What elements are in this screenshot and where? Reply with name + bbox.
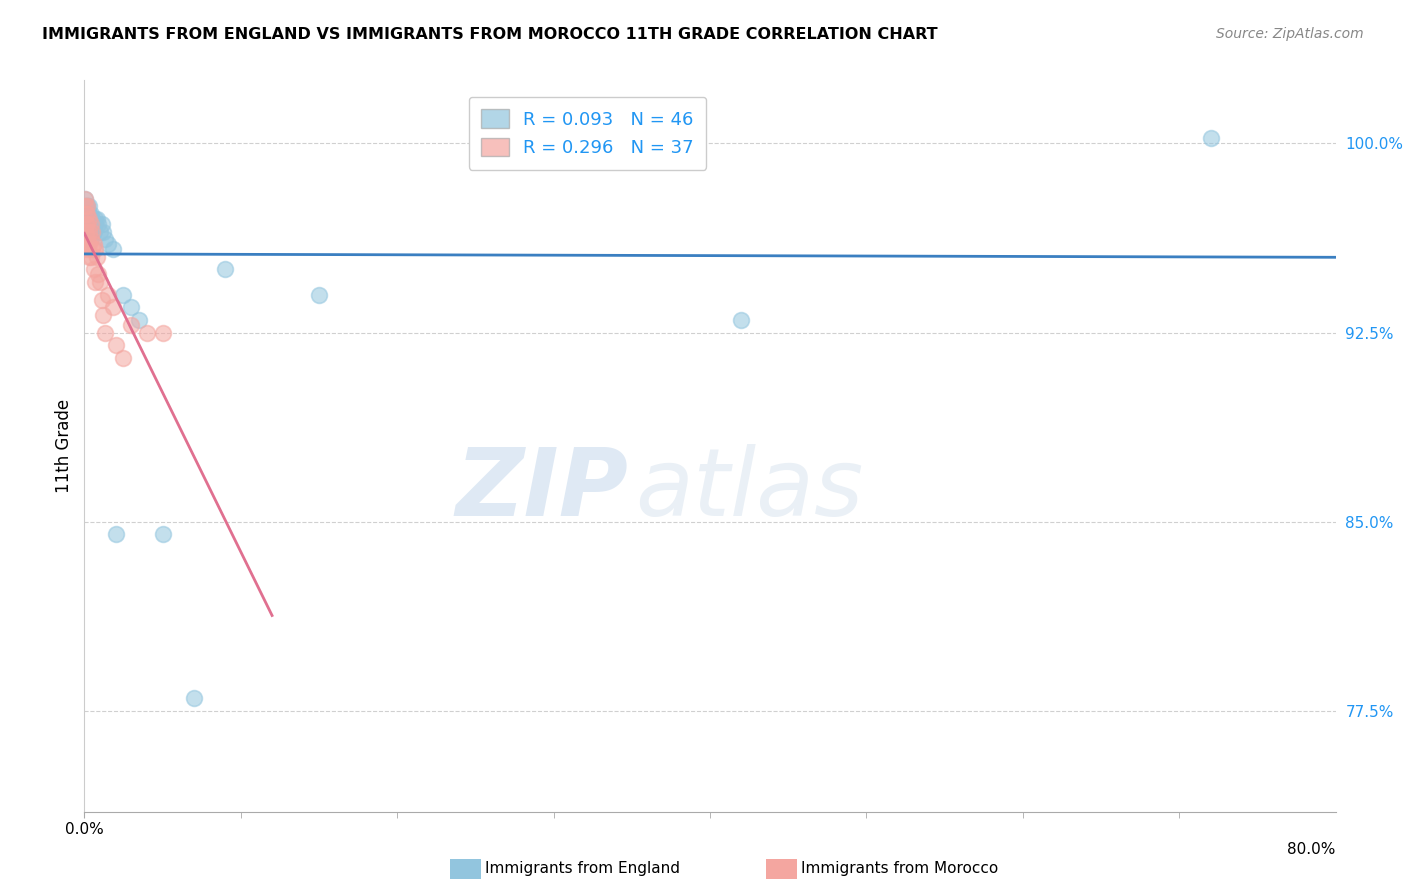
- Point: [128, 313, 150, 327]
- Point: [136, 326, 159, 340]
- Point: [87, 268, 110, 282]
- Point: [104, 338, 127, 352]
- Point: [76, 229, 98, 244]
- Y-axis label: 11th Grade: 11th Grade: [55, 399, 73, 493]
- Point: [75, 199, 97, 213]
- Point: [82, 212, 104, 227]
- Point: [75, 202, 97, 216]
- Point: [1199, 131, 1222, 145]
- Point: [214, 262, 236, 277]
- Point: [75, 192, 97, 206]
- Point: [75, 225, 97, 239]
- Point: [77, 212, 100, 227]
- Point: [91, 225, 114, 239]
- Point: [89, 225, 111, 239]
- Point: [86, 212, 108, 227]
- Point: [76, 204, 98, 219]
- Text: 80.0%: 80.0%: [1288, 842, 1336, 857]
- Point: [82, 225, 104, 239]
- Point: [89, 275, 111, 289]
- Point: [82, 225, 104, 239]
- Point: [79, 225, 101, 239]
- Point: [79, 217, 101, 231]
- Point: [91, 308, 114, 322]
- Point: [75, 192, 97, 206]
- Point: [77, 237, 100, 252]
- Point: [79, 217, 101, 231]
- Text: IMMIGRANTS FROM ENGLAND VS IMMIGRANTS FROM MOROCCO 11TH GRADE CORRELATION CHART: IMMIGRANTS FROM ENGLAND VS IMMIGRANTS FR…: [42, 27, 938, 42]
- Point: [76, 242, 98, 256]
- Point: [77, 199, 100, 213]
- Point: [76, 217, 98, 231]
- Point: [87, 217, 110, 231]
- Point: [77, 225, 100, 239]
- Point: [77, 212, 100, 227]
- Point: [76, 207, 98, 221]
- Point: [83, 225, 105, 239]
- Point: [76, 199, 98, 213]
- Point: [90, 217, 112, 231]
- Point: [84, 275, 107, 289]
- Point: [152, 527, 174, 541]
- Point: [101, 300, 124, 314]
- Point: [76, 199, 98, 213]
- Point: [183, 691, 205, 706]
- Point: [76, 212, 98, 227]
- Point: [75, 199, 97, 213]
- Point: [90, 293, 112, 307]
- Point: [75, 217, 97, 231]
- Point: [75, 217, 97, 231]
- Point: [77, 225, 100, 239]
- Point: [77, 217, 100, 231]
- Point: [112, 351, 135, 365]
- Text: Source: ZipAtlas.com: Source: ZipAtlas.com: [1216, 27, 1364, 41]
- Text: atlas: atlas: [636, 444, 863, 535]
- Point: [75, 212, 97, 227]
- Point: [120, 300, 142, 314]
- Point: [75, 207, 97, 221]
- Point: [79, 250, 101, 264]
- Point: [76, 217, 98, 231]
- Point: [84, 217, 107, 231]
- Point: [97, 287, 120, 301]
- Point: [152, 326, 174, 340]
- Point: [93, 326, 115, 340]
- Point: [75, 207, 97, 221]
- Text: ZIP: ZIP: [456, 444, 628, 536]
- Point: [79, 207, 101, 221]
- Point: [76, 199, 98, 213]
- Point: [101, 242, 124, 256]
- Point: [82, 242, 104, 256]
- Point: [75, 222, 97, 236]
- Text: Immigrants from Morocco: Immigrants from Morocco: [801, 862, 998, 876]
- Point: [308, 287, 330, 301]
- Point: [730, 313, 752, 327]
- Point: [79, 232, 101, 246]
- Point: [84, 242, 107, 256]
- Point: [83, 262, 105, 277]
- Point: [77, 212, 100, 227]
- Point: [77, 250, 100, 264]
- Point: [83, 237, 105, 252]
- Point: [84, 212, 107, 227]
- Point: [86, 250, 108, 264]
- Point: [77, 207, 100, 221]
- Point: [93, 232, 115, 246]
- Legend: R = 0.093   N = 46, R = 0.296   N = 37: R = 0.093 N = 46, R = 0.296 N = 37: [468, 96, 706, 169]
- Text: Immigrants from England: Immigrants from England: [485, 862, 681, 876]
- Point: [112, 287, 135, 301]
- Point: [83, 217, 105, 231]
- Point: [76, 207, 98, 221]
- Point: [75, 237, 97, 252]
- Point: [97, 237, 120, 252]
- Point: [120, 318, 142, 332]
- Point: [104, 527, 127, 541]
